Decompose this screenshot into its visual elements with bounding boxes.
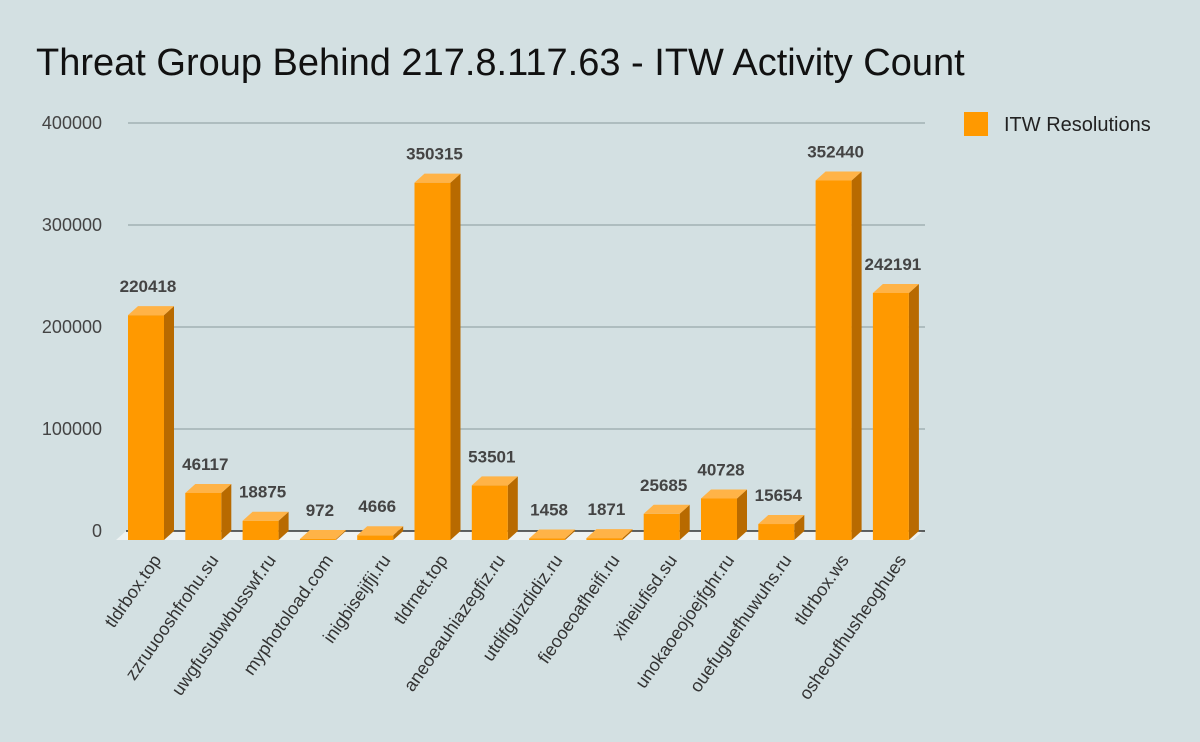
bar-top-face bbox=[414, 173, 461, 183]
data-label: 4666 bbox=[358, 497, 396, 516]
data-label: 53501 bbox=[468, 447, 515, 466]
bar-front-face bbox=[643, 513, 680, 540]
data-label: 220418 bbox=[120, 277, 177, 296]
bar-side-face bbox=[164, 306, 174, 540]
bar-front-face bbox=[242, 520, 279, 540]
bar-front-face bbox=[872, 292, 909, 540]
data-label: 40728 bbox=[697, 460, 744, 479]
bar bbox=[299, 530, 346, 540]
bar bbox=[471, 476, 518, 540]
bar-top-face bbox=[299, 530, 346, 540]
bar-front-face bbox=[586, 538, 623, 540]
x-tick-label: aneoeauhiazegfiz.ru bbox=[400, 551, 509, 695]
bar-side-face bbox=[335, 530, 346, 540]
bar bbox=[701, 489, 747, 540]
bar-top-face bbox=[872, 283, 919, 293]
bar-side-face bbox=[450, 173, 461, 540]
bar-top-face bbox=[758, 515, 805, 525]
bar-top-face bbox=[529, 529, 576, 539]
bar-side-face bbox=[278, 511, 289, 540]
data-label: 15654 bbox=[755, 486, 803, 505]
legend-label-itw-resolutions: ITW Resolutions bbox=[1004, 114, 1151, 136]
bar bbox=[414, 173, 461, 540]
bar bbox=[872, 283, 919, 540]
bar-front-face bbox=[529, 538, 566, 540]
data-label: 46117 bbox=[182, 455, 228, 474]
bar-side-face bbox=[794, 515, 805, 540]
bar bbox=[758, 515, 805, 540]
y-tick-label: 0 bbox=[92, 521, 102, 541]
bar-side-face bbox=[851, 171, 862, 540]
x-tick-label: ouefuguefhuwuhs.ru bbox=[686, 551, 796, 696]
data-label: 242191 bbox=[865, 255, 922, 274]
bar-top-face bbox=[643, 504, 690, 514]
bar-top-face bbox=[128, 306, 174, 316]
bar-front-face bbox=[815, 180, 852, 540]
grid-lines bbox=[128, 122, 925, 430]
data-labels: 220418 46117 18875 972 4666 350315 53501 1458 18… bbox=[120, 143, 922, 520]
legend-swatch-itw-resolutions bbox=[964, 112, 988, 136]
bar-top-face bbox=[815, 171, 862, 181]
bar-top-face bbox=[701, 489, 747, 499]
bar-side-face bbox=[737, 489, 747, 540]
bar-side-face bbox=[393, 526, 404, 540]
x-axis-ticks: tldrbox.topzzruuooshfrohu.suuwgfusubwbus… bbox=[101, 551, 910, 703]
y-tick-label: 100000 bbox=[42, 419, 102, 439]
bar bbox=[586, 529, 633, 540]
y-tick-label: 400000 bbox=[42, 113, 102, 133]
x-tick-label: osheoufhusheoghues bbox=[795, 551, 910, 703]
x-tick-label: tldrnet.top bbox=[389, 551, 451, 628]
data-label: 972 bbox=[306, 501, 334, 520]
bar-side-face bbox=[908, 283, 919, 540]
bar-front-face bbox=[471, 485, 508, 540]
bar-side-face bbox=[622, 529, 633, 540]
x-tick-label: tldrbox.ws bbox=[790, 551, 853, 629]
bar bbox=[185, 483, 232, 540]
bar bbox=[643, 504, 690, 540]
bar-top-face bbox=[185, 483, 232, 493]
bar-side-face bbox=[679, 504, 690, 540]
chart-title: Threat Group Behind 217.8.117.63 - ITW A… bbox=[36, 42, 965, 84]
bar-side-face bbox=[221, 483, 232, 540]
data-label: 25685 bbox=[640, 476, 687, 495]
bar bbox=[815, 171, 862, 540]
x-tick-label: tldrbox.top bbox=[101, 551, 166, 631]
bars bbox=[128, 171, 919, 540]
bar-side-face bbox=[507, 476, 518, 540]
data-label: 18875 bbox=[239, 483, 286, 502]
bar bbox=[128, 306, 174, 540]
bar-side-face bbox=[565, 529, 576, 540]
data-label: 1871 bbox=[587, 500, 625, 519]
data-label: 352440 bbox=[807, 143, 864, 162]
bar-front-face bbox=[357, 535, 394, 540]
data-label: 350315 bbox=[406, 145, 463, 164]
bar-front-face bbox=[185, 492, 222, 540]
bar-front-face bbox=[128, 315, 164, 540]
y-tick-label: 300000 bbox=[42, 215, 102, 235]
bar bbox=[529, 529, 576, 540]
bar bbox=[242, 511, 289, 540]
x-tick-label: uwgfusubwbusswf.ru bbox=[168, 551, 280, 699]
bar bbox=[357, 526, 404, 540]
y-tick-label: 200000 bbox=[42, 317, 102, 337]
bar-front-face bbox=[299, 539, 336, 540]
bar-front-face bbox=[701, 498, 737, 540]
bar-front-face bbox=[414, 182, 451, 540]
bar-top-face bbox=[471, 476, 518, 486]
legend: ITW Resolutions bbox=[964, 112, 1151, 136]
bar-front-face bbox=[758, 524, 795, 540]
bar-top-face bbox=[357, 526, 404, 536]
bar-top-face bbox=[242, 511, 289, 521]
y-axis-ticks: 0 100000 200000 300000 400000 bbox=[42, 113, 102, 541]
data-label: 1458 bbox=[530, 501, 568, 520]
x-tick-label: unokaoeojoejfghr.ru bbox=[631, 551, 738, 692]
bar-top-face bbox=[586, 529, 633, 539]
